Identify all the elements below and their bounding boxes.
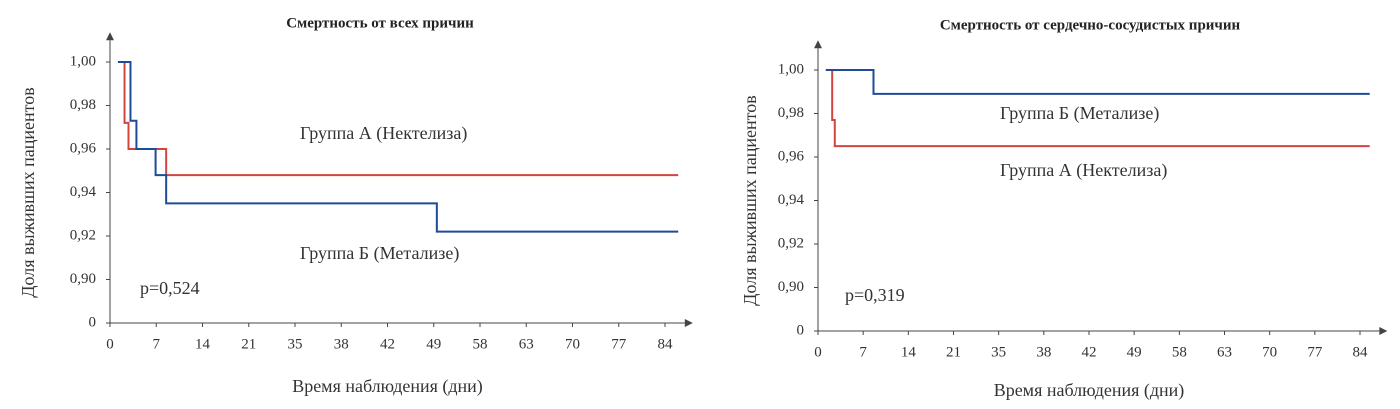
x-tick-label: 58 xyxy=(1172,344,1187,360)
x-tick-label: 14 xyxy=(901,344,917,360)
x-tick-label: 84 xyxy=(1353,344,1369,360)
p-value: p=0,524 xyxy=(140,278,200,298)
p-value: p=0,319 xyxy=(845,285,905,305)
survival-curve xyxy=(117,61,679,233)
y-tick-label: 0,98 xyxy=(70,97,96,113)
survival-curve xyxy=(117,61,679,177)
x-tick-label: 42 xyxy=(380,336,395,352)
y-tick-label: 0,94 xyxy=(70,184,97,200)
y-tick-label: 0 xyxy=(797,322,805,338)
x-tick-label: 0 xyxy=(814,344,822,360)
x-tick-label: 63 xyxy=(1217,344,1232,360)
x-tick-label: 38 xyxy=(334,336,349,352)
y-axis-arrow xyxy=(814,40,822,49)
x-tick-label: 42 xyxy=(1082,344,1097,360)
x-tick-label: 58 xyxy=(473,336,488,352)
x-tick-label: 7 xyxy=(859,344,867,360)
x-tick-label: 35 xyxy=(991,344,1006,360)
y-axis-arrow xyxy=(106,32,114,41)
x-axis-label: Время наблюдения (дни) xyxy=(292,376,483,397)
x-tick-label: 77 xyxy=(1307,344,1323,360)
y-tick-label: 0,96 xyxy=(778,148,805,164)
x-tick-label: 21 xyxy=(241,336,256,352)
y-tick-label: 0,98 xyxy=(778,105,804,121)
x-tick-label: 84 xyxy=(658,336,674,352)
y-axis-label: Доля выживших пациентов xyxy=(740,95,760,306)
x-tick-label: 7 xyxy=(153,336,161,352)
x-axis-arrow xyxy=(1379,327,1388,335)
y-axis-label: Доля выживших пациентов xyxy=(18,87,38,298)
survival-curve xyxy=(825,69,1370,95)
x-tick-label: 35 xyxy=(288,336,303,352)
y-tick-label: 1,00 xyxy=(70,53,96,69)
x-tick-label: 77 xyxy=(611,336,627,352)
y-tick-label: 0,90 xyxy=(778,279,804,295)
x-tick-label: 21 xyxy=(946,344,961,360)
series-label: Группа Б (Метализе) xyxy=(1000,103,1159,124)
x-tick-label: 63 xyxy=(519,336,534,352)
series-label: Группа А (Нектелиза) xyxy=(300,123,467,144)
y-tick-label: 0,94 xyxy=(778,192,805,208)
x-tick-label: 38 xyxy=(1036,344,1051,360)
y-tick-label: 0,96 xyxy=(70,140,97,156)
x-tick-label: 70 xyxy=(565,336,580,352)
x-tick-label: 49 xyxy=(426,336,441,352)
chart-title: Смертность от сердечно-сосудистых причин xyxy=(940,17,1241,33)
x-tick-label: 49 xyxy=(1127,344,1142,360)
y-tick-label: 0,92 xyxy=(70,227,96,243)
x-axis-arrow xyxy=(684,319,693,327)
y-tick-label: 0,92 xyxy=(778,235,804,251)
series-label: Группа А (Нектелиза) xyxy=(1000,160,1167,181)
x-tick-label: 14 xyxy=(195,336,211,352)
chart-title: Смертность от всех причин xyxy=(286,15,474,31)
x-tick-label: 70 xyxy=(1262,344,1277,360)
y-tick-label: 0,90 xyxy=(70,271,96,287)
x-axis-label: Время наблюдения (дни) xyxy=(994,380,1185,401)
series-label: Группа Б (Метализе) xyxy=(300,243,459,264)
y-tick-label: 0 xyxy=(89,314,97,330)
x-tick-label: 0 xyxy=(106,336,114,352)
y-tick-label: 1,00 xyxy=(778,61,804,77)
